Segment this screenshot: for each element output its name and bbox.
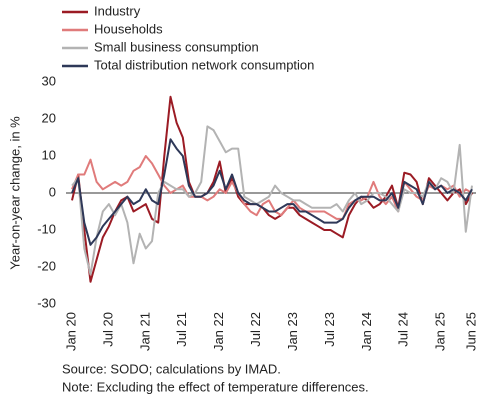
x-tick-label: Jan 25 — [433, 312, 448, 351]
source-note: Source: SODO; calculations by IMAD. — [62, 361, 281, 376]
legend-label: Households — [94, 21, 163, 36]
y-tick-label: 10 — [42, 147, 56, 162]
legend-label: Industry — [94, 3, 141, 18]
x-tick-label: Jul 22 — [248, 312, 263, 347]
x-tick-label: Jul 23 — [322, 312, 337, 347]
x-tick-label: Jul 24 — [396, 312, 411, 347]
y-axis-label: Year-on-year change, in % — [7, 116, 22, 270]
series-line — [71, 95, 473, 283]
series-line — [71, 125, 473, 276]
series-line — [71, 138, 473, 246]
y-tick-label: 30 — [42, 73, 56, 88]
x-tick-label: Jan 20 — [63, 312, 78, 351]
x-tick-label: Jan 23 — [285, 312, 300, 351]
x-tick-label: Jan 24 — [359, 312, 374, 351]
legend-label: Total distribution network consumption — [94, 57, 314, 72]
y-tick-label: 0 — [49, 184, 56, 199]
footnote: Note: Excluding the effect of temperatur… — [62, 379, 369, 394]
x-tick-label: Jul 20 — [100, 312, 115, 347]
y-tick-label: -20 — [37, 258, 56, 273]
legend-label: Small business consumption — [94, 39, 259, 54]
x-tick-label: Jan 22 — [211, 312, 226, 351]
y-tick-label: -10 — [37, 221, 56, 236]
y-tick-label: -30 — [37, 295, 56, 310]
y-tick-label: 20 — [42, 110, 56, 125]
x-tick-label: Jun 25 — [463, 312, 478, 351]
x-tick-label: Jan 21 — [137, 312, 152, 351]
x-tick-label: Jul 21 — [174, 312, 189, 347]
